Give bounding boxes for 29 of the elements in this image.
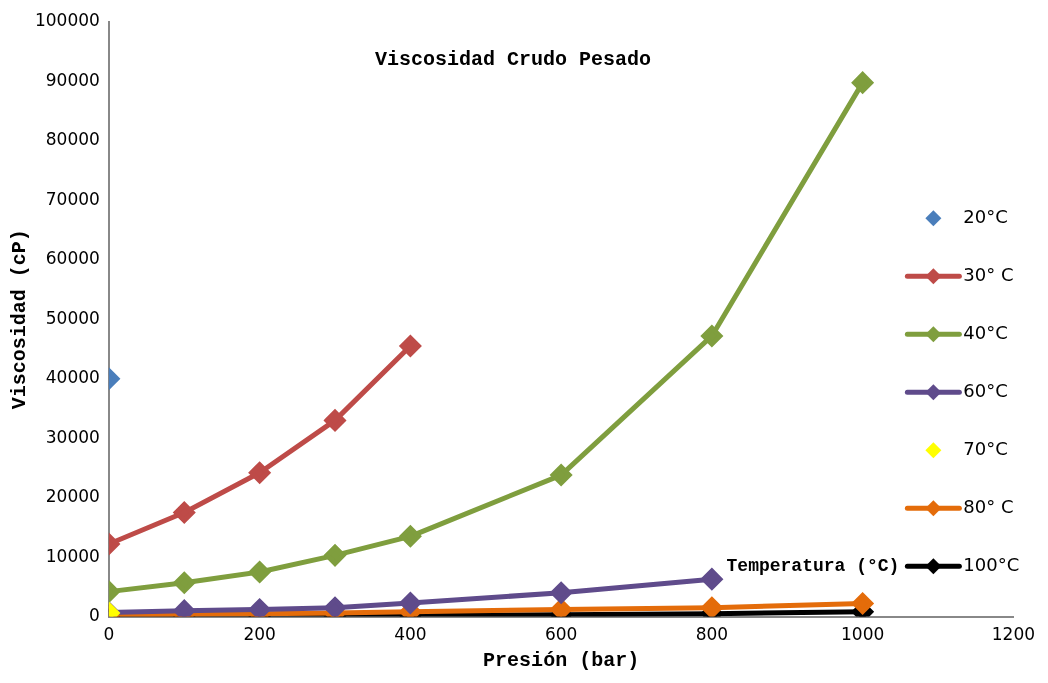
legend-label: 20°C	[963, 205, 1008, 227]
legend-label: 70°C	[963, 437, 1008, 459]
y-tick-label: 40000	[45, 367, 100, 388]
legend-title: Temperatura (°C)	[726, 555, 900, 576]
legend-label: 100°C	[963, 553, 1020, 575]
y-axis-title: Viscosidad (cP)	[8, 229, 32, 410]
y-tick-label: 30000	[45, 426, 100, 447]
legend-label: 80° C	[963, 495, 1014, 517]
y-tick-label: 50000	[45, 307, 100, 328]
y-tick-label: 90000	[45, 69, 100, 90]
legend-label: 60°C	[963, 379, 1008, 401]
legend-label: 40°C	[963, 321, 1008, 343]
x-tick-label: 0	[103, 624, 115, 645]
x-tick-label: 1200	[991, 624, 1035, 645]
legend-label: 30° C	[963, 263, 1014, 285]
x-tick-label: 600	[544, 624, 578, 645]
y-tick-label: 0	[89, 605, 100, 626]
y-tick-label: 100000	[34, 10, 100, 31]
x-axis-title: Presión (bar)	[483, 649, 640, 673]
y-tick-label: 20000	[45, 486, 100, 507]
y-tick-label: 60000	[45, 248, 100, 269]
x-tick-label: 800	[695, 624, 729, 645]
y-tick-label: 10000	[45, 545, 100, 566]
text: Viscosidad Crudo Pesado	[374, 48, 652, 72]
y-tick-label: 80000	[45, 129, 100, 150]
x-tick-label: 200	[243, 624, 276, 645]
y-tick-label: 70000	[45, 188, 100, 209]
x-tick-label: 1000	[840, 624, 885, 645]
x-tick-label: 400	[394, 624, 427, 645]
